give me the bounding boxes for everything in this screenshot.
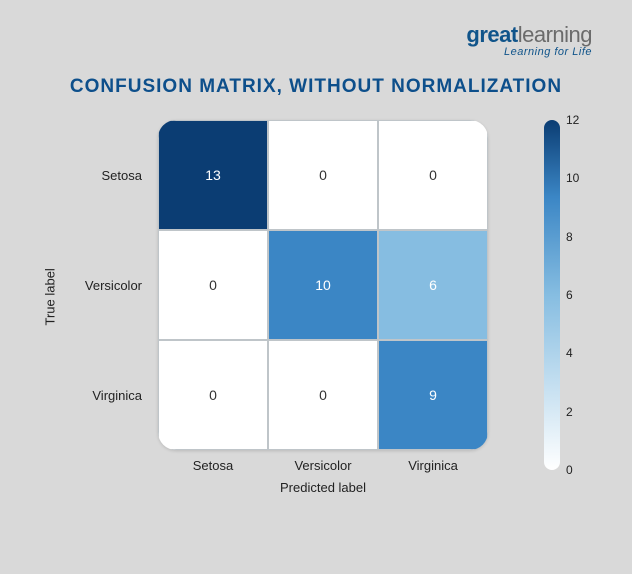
y-label: Versicolor: [60, 230, 150, 340]
logo-bold: great: [466, 22, 517, 47]
heatmap-cell: 0: [158, 340, 268, 450]
heatmap-cell: 0: [268, 340, 378, 450]
colorbar-tick: 2: [566, 405, 573, 419]
heatmap-matrix: 13000106009: [158, 120, 488, 450]
y-axis-title: True label: [43, 268, 58, 325]
x-axis-labels: Setosa Versicolor Virginica: [158, 458, 488, 473]
brand-logo: greatlearning Learning for Life: [466, 22, 592, 58]
heatmap-cell: 6: [378, 230, 488, 340]
chart-title: CONFUSION MATRIX, WITHOUT NORMALIZATION: [0, 76, 632, 98]
colorbar-tick: 8: [566, 230, 573, 244]
x-label: Setosa: [158, 458, 268, 473]
colorbar: 024681012: [544, 120, 592, 470]
heatmap-cell: 10: [268, 230, 378, 340]
logo-light: learning: [518, 22, 592, 47]
confusion-matrix-chart: True label Setosa Versicolor Virginica 1…: [40, 110, 600, 550]
y-label: Virginica: [60, 340, 150, 450]
x-label: Virginica: [378, 458, 488, 473]
colorbar-tick: 6: [566, 288, 573, 302]
heatmap-cell: 0: [268, 120, 378, 230]
colorbar-tick: 12: [566, 113, 579, 127]
colorbar-gradient: [544, 120, 560, 470]
heatmap-cell: 9: [378, 340, 488, 450]
heatmap-cell: 0: [378, 120, 488, 230]
colorbar-tick: 0: [566, 463, 573, 477]
x-label: Versicolor: [268, 458, 378, 473]
x-axis-title: Predicted label: [158, 480, 488, 495]
colorbar-tick: 10: [566, 171, 579, 185]
colorbar-tick: 4: [566, 346, 573, 360]
heatmap-cell: 13: [158, 120, 268, 230]
logo-text: greatlearning: [466, 22, 592, 48]
heatmap-cell: 0: [158, 230, 268, 340]
y-label: Setosa: [60, 120, 150, 230]
y-axis-labels: Setosa Versicolor Virginica: [60, 120, 150, 450]
colorbar-ticks: 024681012: [566, 120, 592, 470]
